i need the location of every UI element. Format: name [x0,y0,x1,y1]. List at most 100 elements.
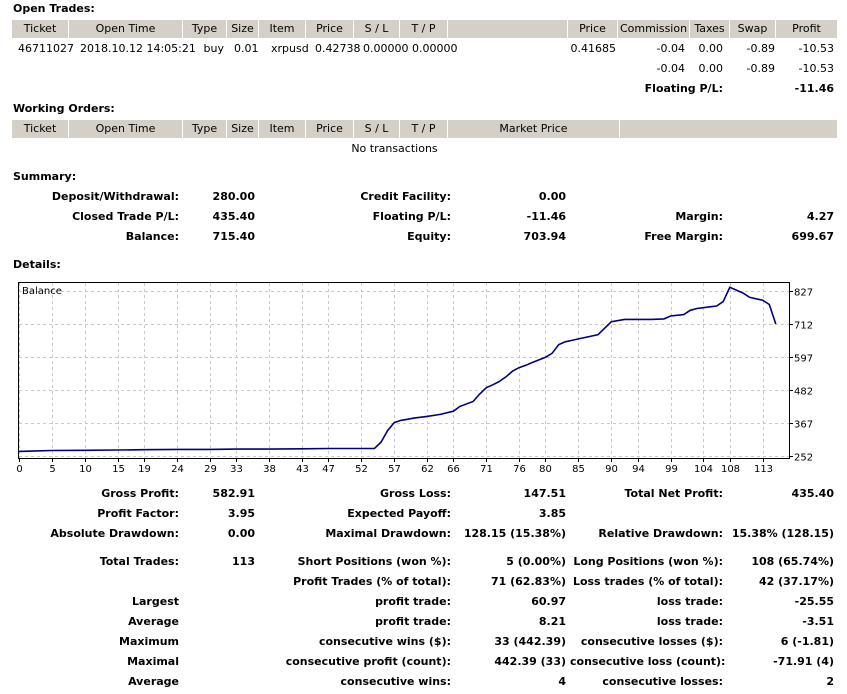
rel-drawdown-label: Relative Drawdown: [598,527,723,540]
x-tick-label: 66 [447,464,460,475]
open-floating-value: -11.46 [794,82,834,95]
balance-value: 715.40 [212,230,255,243]
wo-col-price[interactable]: Price [306,120,354,138]
total-profit: -10.53 [798,62,834,75]
y-tick-label: 252 [794,453,813,464]
avg-cons-losses-label: consecutive losses: [602,675,723,688]
largest-loss-label: loss trade: [656,595,723,608]
max-drawdown-label: Maximal Drawdown: [325,527,451,540]
x-tick-label: 108 [721,464,740,475]
maximum-label: Maximum [119,635,179,648]
y-tick-label: 827 [794,288,813,299]
max-cons-losses-value: 6 (-1.81) [780,635,834,648]
short-positions-label: Short Positions (won %): [297,555,451,568]
average-loss-value: -3.51 [802,615,834,628]
col-commission[interactable]: Commission [618,20,690,38]
x-tick-label: 62 [421,464,434,475]
wo-col-type[interactable]: Type [183,120,227,138]
max-cons-wins-label: consecutive wins ($): [318,635,451,648]
x-tick-label: 5 [49,464,55,475]
wo-col-tp[interactable]: T / P [400,120,448,138]
loss-trades-value: 42 (37.17%) [758,575,834,588]
abs-drawdown-label: Absolute Drawdown: [50,527,179,540]
x-tick-label: 85 [572,464,585,475]
col-sl[interactable]: S / L [354,20,400,38]
avg-cons-wins-label: consecutive wins: [340,675,451,688]
col-open-time[interactable]: Open Time [69,20,183,38]
short-positions-value: 5 (0.00%) [506,555,566,568]
trade-tp: 0.00000 [412,42,458,55]
wo-col-sl[interactable]: S / L [354,120,400,138]
col-taxes[interactable]: Taxes [690,20,730,38]
max-cons-losses-label: consecutive losses ($): [580,635,723,648]
maximal-cons-profit-value: 442.39 (33) [494,655,566,668]
x-tick-label: 71 [480,464,493,475]
x-tick-label: 76 [513,464,526,475]
long-positions-label: Long Positions (won %): [573,555,723,568]
working-orders-title: Working Orders: [13,102,115,115]
avg-cons-wins-value: 4 [558,675,566,688]
col-item[interactable]: Item [259,20,306,38]
working-orders-header: Ticket Open Time Type Size Item Price S … [12,120,837,138]
x-tick-label: 24 [171,464,184,475]
avg-cons-losses-value: 2 [826,675,834,688]
equity-label: Equity: [407,230,451,243]
wo-col-market-price[interactable]: Market Price [448,120,620,138]
balance-line [18,286,777,453]
equity-value: 703.94 [523,230,566,243]
x-tick-label: 38 [263,464,276,475]
total-trades-label: Total Trades: [99,555,179,568]
gross-loss-label: Gross Loss: [380,487,451,500]
summary-floating-value: -11.46 [526,210,566,223]
col-ticket[interactable]: Ticket [12,20,69,38]
average-profit-value: 8.21 [538,615,566,628]
col-tp[interactable]: T / P [400,20,448,38]
wo-col-ticket[interactable]: Ticket [12,120,69,138]
wo-col-size[interactable]: Size [227,120,259,138]
average-label: Average [128,615,179,628]
trade-open-time: 2018.10.12 14:05:21 [80,42,196,55]
col-profit[interactable]: Profit [792,22,821,35]
deposit-value: 280.00 [212,190,255,203]
chart-title: Balance [22,286,62,297]
open-trades-title: Open Trades: [13,2,95,15]
gross-profit-value: 582.91 [212,487,255,500]
wo-col-blank [620,120,837,138]
x-tick-label: 10 [79,464,92,475]
free-margin-value: 699.67 [791,230,834,243]
x-tick-label: 113 [754,464,773,475]
x-tick-label: 47 [322,464,335,475]
x-tick-label: 99 [665,464,678,475]
largest-loss-value: -25.55 [794,595,834,608]
trade-price: 0.42738 [315,42,361,55]
margin-label: Margin: [675,210,723,223]
x-tick-label: 33 [230,464,243,475]
col-type[interactable]: Type [183,20,227,38]
col-size[interactable]: Size [227,20,259,38]
margin-value: 4.27 [806,210,834,223]
total-taxes: 0.00 [698,62,724,75]
col-price[interactable]: Price [306,20,354,38]
profit-trades-label: Profit Trades (% of total): [293,575,451,588]
gross-profit-label: Gross Profit: [101,487,179,500]
x-tick-label: 90 [605,464,618,475]
col-price-current[interactable]: Price [568,20,618,38]
x-tick-label: 94 [632,464,645,475]
chart-plot-area [18,282,790,459]
col-blank [448,20,568,38]
x-tick-label: 52 [355,464,368,475]
col-swap[interactable]: Swap [730,20,776,38]
net-profit-label: Total Net Profit: [624,487,724,500]
wo-col-open-time[interactable]: Open Time [69,120,183,138]
trade-size: 0.01 [234,42,259,55]
x-tick-label: 19 [138,464,151,475]
y-tick-label: 367 [794,420,813,431]
x-tick-label: 80 [539,464,552,475]
average-profit-label: profit trade: [375,615,451,628]
closed-pl-value: 435.40 [212,210,255,223]
x-tick-label: 15 [112,464,125,475]
wo-col-item[interactable]: Item [259,120,306,138]
y-tick-label: 712 [794,321,813,332]
maximal-label: Maximal [127,655,179,668]
profit-factor-value: 3.95 [227,507,255,520]
